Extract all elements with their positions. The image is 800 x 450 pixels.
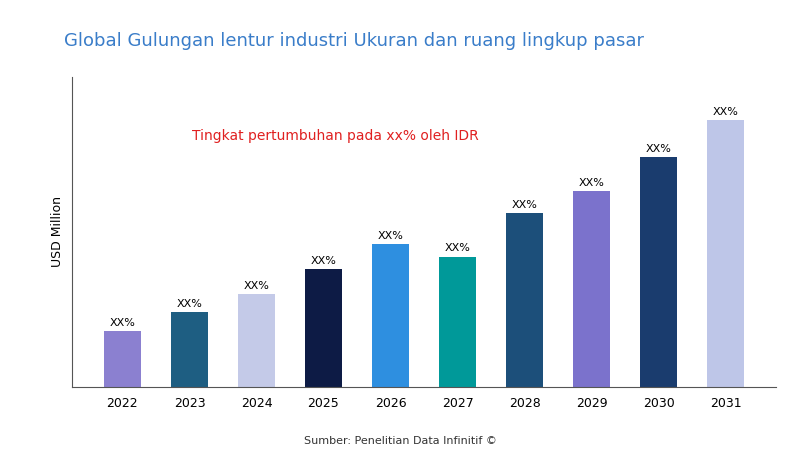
Text: Sumber: Penelitian Data Infinitif ©: Sumber: Penelitian Data Infinitif © xyxy=(303,436,497,446)
Text: XX%: XX% xyxy=(243,281,270,291)
Text: XX%: XX% xyxy=(110,318,135,328)
Bar xyxy=(573,191,610,387)
Bar xyxy=(238,294,275,387)
Bar xyxy=(104,331,141,387)
Text: XX%: XX% xyxy=(511,200,538,210)
Text: XX%: XX% xyxy=(177,299,202,310)
Text: Global Gulungan lentur industri Ukuran dan ruang lingkup pasar: Global Gulungan lentur industri Ukuran d… xyxy=(64,32,644,50)
Bar xyxy=(439,256,476,387)
Bar xyxy=(372,244,409,387)
Bar xyxy=(506,213,543,387)
Text: XX%: XX% xyxy=(310,256,337,266)
Bar xyxy=(171,312,208,387)
Bar xyxy=(707,120,744,387)
Text: XX%: XX% xyxy=(378,231,403,241)
Text: XX%: XX% xyxy=(713,107,738,117)
Text: XX%: XX% xyxy=(646,144,671,154)
Text: XX%: XX% xyxy=(445,243,470,253)
Y-axis label: USD Million: USD Million xyxy=(50,196,64,267)
Text: Tingkat pertumbuhan pada xx% oleh IDR: Tingkat pertumbuhan pada xx% oleh IDR xyxy=(192,129,478,143)
Bar xyxy=(640,157,677,387)
Bar xyxy=(305,269,342,387)
Text: XX%: XX% xyxy=(578,178,605,188)
